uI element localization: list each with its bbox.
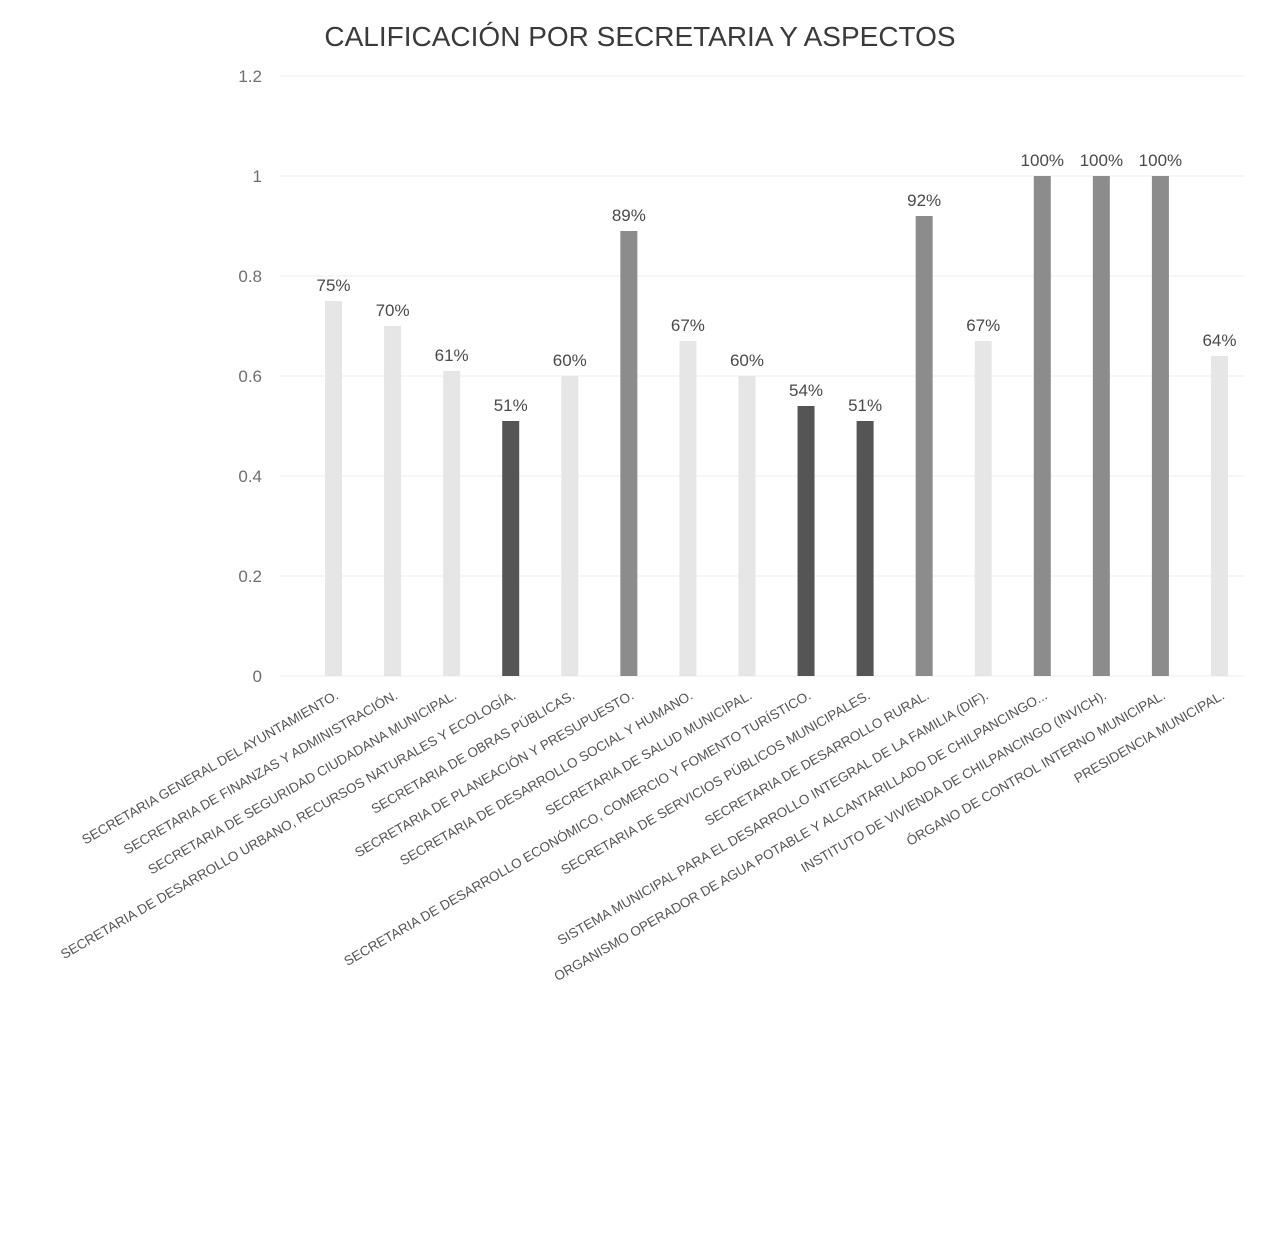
y-tick-label: 1.2	[238, 67, 262, 86]
y-tick-label: 0	[253, 667, 262, 686]
data-label: 54%	[789, 381, 823, 400]
data-label: 51%	[848, 396, 882, 415]
data-label: 67%	[966, 316, 1000, 335]
bar	[443, 371, 461, 676]
data-label: 100%	[1021, 151, 1064, 170]
data-label: 64%	[1202, 331, 1236, 350]
category-labels: SECRETARIA GENERAL DEL AYUNTAMIENTO.SECR…	[58, 688, 1227, 984]
bar	[1210, 356, 1228, 676]
data-label: 60%	[553, 351, 587, 370]
bar	[1033, 176, 1051, 676]
bar	[325, 301, 343, 676]
data-label: 51%	[494, 396, 528, 415]
chart-title: CALIFICACIÓN POR SECRETARIA Y ASPECTOS	[324, 21, 955, 52]
y-axis-ticks: 0 0.2 0.4 0.6 0.8 1 1.2	[238, 67, 262, 686]
data-label: 100%	[1139, 151, 1182, 170]
y-tick-label: 0.4	[238, 467, 262, 486]
data-label: 60%	[730, 351, 764, 370]
bar	[797, 406, 815, 676]
y-tick-label: 0.6	[238, 367, 262, 386]
bar	[974, 341, 992, 676]
data-label: 89%	[612, 206, 646, 225]
bar	[738, 376, 756, 676]
y-tick-label: 1	[253, 167, 262, 186]
data-label: 67%	[671, 316, 705, 335]
y-tick-label: 0.8	[238, 267, 262, 286]
data-label: 70%	[376, 301, 410, 320]
bar	[1092, 176, 1110, 676]
y-tick-label: 0.2	[238, 567, 262, 586]
gridlines	[280, 75, 1245, 677]
bar	[1151, 176, 1169, 676]
data-labels: 75% 70% 61% 51% 60% 89% 67% 60% 54% 51% 92% 67% 100%…	[317, 151, 1237, 415]
bar	[384, 326, 402, 676]
bar	[915, 216, 933, 676]
bar	[856, 421, 874, 676]
bars	[325, 176, 1228, 676]
bar	[561, 376, 579, 676]
bar	[620, 231, 638, 676]
data-label: 61%	[435, 346, 469, 365]
bar	[502, 421, 520, 676]
data-label: 75%	[317, 276, 351, 295]
data-label: 100%	[1080, 151, 1123, 170]
data-label: 92%	[907, 191, 941, 210]
bar	[679, 341, 697, 676]
